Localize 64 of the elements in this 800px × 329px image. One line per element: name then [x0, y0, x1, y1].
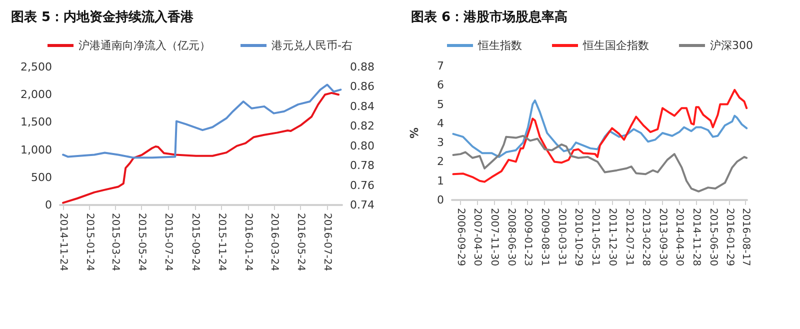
x-tick-label: 2015-11-24 [216, 213, 228, 272]
y2-tick-label: 0.88 [350, 60, 374, 74]
y2-tick-label: 0.84 [350, 100, 374, 113]
y2-tick-label: 0.78 [350, 159, 374, 172]
y2-tick-label: 0.74 [350, 198, 374, 212]
x-tick-label: 2009-08-31 [539, 208, 550, 266]
y-tick-label: 0 [45, 198, 52, 212]
y-tick-label: 2,000 [20, 88, 52, 102]
x-tick-label: 2016-03-24 [268, 213, 280, 272]
x-tick-label: 2016-01-24 [242, 213, 254, 272]
legend-label: 沪港通南向净流入（亿元） [78, 39, 211, 52]
x-tick-label: 2010-10-29 [572, 208, 584, 266]
y-tick-label: 6 [437, 78, 444, 92]
y-tick-label: 2 [437, 155, 444, 168]
y-tick-label: 500 [31, 170, 52, 184]
x-tick-label: 2014-11-28 [690, 208, 702, 266]
legend-label: 恒生国企指数 [582, 39, 649, 52]
y-tick-label: 7 [437, 60, 444, 72]
x-tick-label: 2007-11-30 [488, 208, 500, 266]
x-tick-label: 2016-07-24 [322, 213, 333, 272]
x-tick-label: 2006-09-29 [454, 208, 466, 266]
x-tick-label: 2007-04-30 [472, 208, 483, 266]
legend-label: 恒生指数 [477, 39, 522, 52]
chart-title: 图表 6：港股市场股息率高 [411, 9, 568, 25]
y-tick-label: 3 [437, 136, 444, 150]
line-series [62, 84, 342, 159]
x-tick-label: 2009-01-23 [522, 208, 533, 266]
y-tick-label: 1 [437, 174, 444, 188]
line-series [452, 88, 748, 183]
x-tick-label: 2015-03-24 [110, 213, 121, 272]
y2-tick-label: 0.80 [350, 139, 374, 152]
line-series [62, 92, 340, 204]
y2-tick-label: 0.82 [350, 120, 374, 133]
line-series [452, 99, 748, 158]
x-tick-label: 2016-08-17 [740, 208, 751, 266]
line-series [452, 134, 748, 192]
x-tick-label: 2014-11-24 [58, 213, 69, 272]
y-tick-label: 4 [437, 116, 444, 130]
x-tick-label: 2015-07-24 [162, 213, 174, 272]
y-tick-label: 2,500 [20, 60, 52, 74]
x-tick-label: 2010-03-31 [556, 208, 567, 266]
legend-label: 沪深300 [710, 39, 753, 52]
y-tick-label: 0 [437, 194, 444, 206]
chart-title: 图表 5：内地资金持续流入香港 [11, 9, 195, 25]
y-tick-label: 1,000 [20, 143, 52, 156]
y-tick-label: 5 [437, 98, 444, 111]
x-tick-label: 2016-05-24 [295, 213, 306, 272]
x-tick-label: 2012-07-31 [623, 208, 634, 266]
x-tick-label: 2015-09-24 [190, 213, 201, 272]
x-tick-label: 2013-02-28 [640, 208, 652, 266]
x-tick-label: 2016-01-29 [724, 208, 736, 266]
x-tick-label: 2014-04-30 [674, 208, 685, 266]
x-tick-label: 2011-05-31 [590, 208, 601, 266]
y2-tick-label: 0.86 [350, 80, 374, 94]
y-axis-title: % [408, 127, 421, 139]
legend-label: 港元兑人民币-右 [272, 39, 352, 52]
x-tick-label: 2015-06-30 [707, 208, 718, 266]
x-tick-label: 2013-09-30 [656, 208, 668, 266]
x-tick-label: 2008-06-30 [505, 208, 516, 266]
x-tick-label: 2011-12-30 [606, 208, 618, 266]
x-tick-label: 2015-01-24 [84, 213, 96, 272]
y2-tick-label: 0.76 [350, 178, 374, 192]
x-tick-label: 2015-05-24 [136, 213, 148, 272]
y-tick-label: 1,500 [20, 116, 52, 129]
